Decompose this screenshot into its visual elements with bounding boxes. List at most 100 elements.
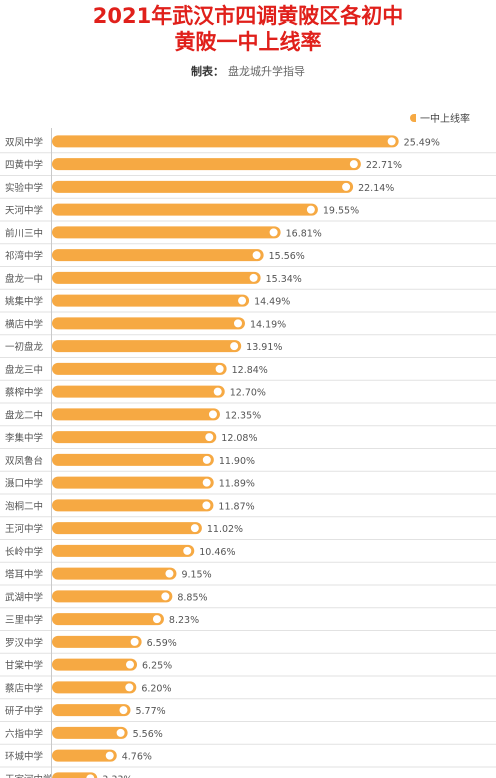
- bar-end-knob: [164, 568, 175, 579]
- bar: [52, 158, 361, 171]
- category-label: 泡桐二中: [5, 500, 43, 512]
- bar-end-knob: [248, 272, 259, 283]
- value-label: 16.81%: [286, 228, 322, 239]
- value-label: 4.76%: [122, 752, 152, 763]
- bar-end-knob: [305, 204, 316, 215]
- maker-label: 制表：: [191, 65, 224, 78]
- category-label: 双凤鲁台: [5, 455, 43, 467]
- chart-title-line2: 黄陂一中上线率: [174, 30, 322, 54]
- value-label: 12.35%: [225, 410, 261, 421]
- category-label: 滠口中学: [5, 478, 43, 490]
- bar-end-knob: [341, 181, 352, 192]
- category-label: 武湖中学: [5, 591, 43, 603]
- value-label: 10.46%: [199, 547, 235, 558]
- value-label: 11.02%: [207, 524, 243, 535]
- bar: [52, 385, 225, 398]
- bar: [52, 635, 142, 648]
- value-label: 11.89%: [219, 479, 255, 490]
- category-label: 蔡榨中学: [5, 387, 43, 399]
- bar: [52, 294, 250, 307]
- bar: [52, 408, 220, 421]
- bar: [52, 749, 117, 762]
- value-label: 12.08%: [221, 433, 257, 444]
- bar-end-knob: [201, 477, 212, 488]
- value-label: 5.77%: [135, 706, 165, 717]
- bar-end-knob: [151, 614, 162, 625]
- bar-end-knob: [251, 250, 262, 261]
- bar-end-knob: [124, 682, 135, 693]
- chart-maker: 制表： 盘龙城升学指导: [0, 63, 496, 79]
- category-label: 姚集中学: [5, 296, 43, 308]
- value-label: 6.59%: [147, 638, 177, 649]
- category-label: 研子中学: [5, 705, 43, 717]
- bar: [52, 681, 137, 694]
- maker-value: 盘龙城升学指导: [228, 65, 305, 78]
- value-label: 22.71%: [366, 160, 402, 171]
- category-label: 甘棠中学: [5, 660, 43, 672]
- category-label: 长岭中学: [5, 546, 43, 558]
- category-label: 六指中学: [5, 728, 43, 740]
- value-label: 11.87%: [218, 501, 254, 512]
- bar-end-knob: [214, 363, 225, 374]
- bar-end-knob: [207, 409, 218, 420]
- y-axis-line: [51, 128, 52, 778]
- bar-end-knob: [229, 341, 240, 352]
- bar-end-knob: [104, 750, 115, 761]
- bar: [52, 317, 245, 330]
- category-label: 盘龙三中: [5, 364, 43, 376]
- category-label: 祁湾中学: [5, 250, 43, 262]
- bar-end-knob: [118, 705, 129, 716]
- value-label: 12.70%: [230, 388, 266, 399]
- bar: [52, 431, 217, 444]
- bar: [52, 271, 261, 284]
- bar: [52, 453, 214, 466]
- bar: [52, 499, 214, 512]
- bar: [52, 340, 242, 353]
- category-label: 四黄中学: [5, 159, 43, 171]
- value-label: 22.14%: [358, 183, 394, 194]
- value-label: 15.34%: [266, 274, 302, 285]
- category-label: 王河中学: [5, 523, 43, 535]
- bar: [52, 590, 173, 603]
- value-label: 15.56%: [269, 251, 305, 262]
- category-label: 李集中学: [5, 432, 43, 444]
- value-label: 14.19%: [250, 319, 286, 330]
- bar: [52, 613, 164, 626]
- bar-end-knob: [85, 773, 96, 778]
- bar-end-knob: [212, 386, 223, 397]
- bar: [52, 544, 195, 557]
- category-label: 前川三中: [5, 227, 43, 239]
- value-label: 5.56%: [133, 729, 163, 740]
- value-label: 8.23%: [169, 615, 199, 626]
- value-label: 25.49%: [404, 137, 440, 148]
- value-label: 11.90%: [219, 456, 255, 467]
- legend-label: 一中上线率: [420, 114, 470, 125]
- category-label: 一初盘龙: [5, 341, 44, 353]
- bar-end-knob: [386, 136, 397, 147]
- bar-end-knob: [189, 523, 200, 534]
- legend-swatch: [410, 113, 416, 122]
- category-label: 罗汉中学: [5, 637, 43, 649]
- bar-end-knob: [204, 432, 215, 443]
- category-label: 双凤中学: [5, 136, 43, 148]
- category-label: 天河中学: [5, 205, 43, 217]
- category-label: 王家河中学: [5, 773, 53, 778]
- value-label: 14.49%: [254, 297, 290, 308]
- value-label: 3.33%: [102, 774, 132, 778]
- bar: [52, 726, 128, 739]
- value-label: 19.55%: [323, 206, 359, 217]
- bar-end-knob: [201, 454, 212, 465]
- bar-end-knob: [268, 227, 279, 238]
- category-label: 横店中学: [5, 318, 43, 330]
- value-label: 9.15%: [181, 570, 211, 581]
- category-label: 盘龙一中: [5, 273, 43, 285]
- chart-legend: 一中上线率: [410, 110, 470, 125]
- value-label: 12.84%: [232, 365, 268, 376]
- bar-end-knob: [182, 545, 193, 556]
- category-label: 塔耳中学: [5, 569, 43, 581]
- bar-end-knob: [125, 659, 135, 670]
- bar: [52, 704, 131, 717]
- value-label: 6.20%: [141, 683, 171, 694]
- bar: [52, 180, 354, 193]
